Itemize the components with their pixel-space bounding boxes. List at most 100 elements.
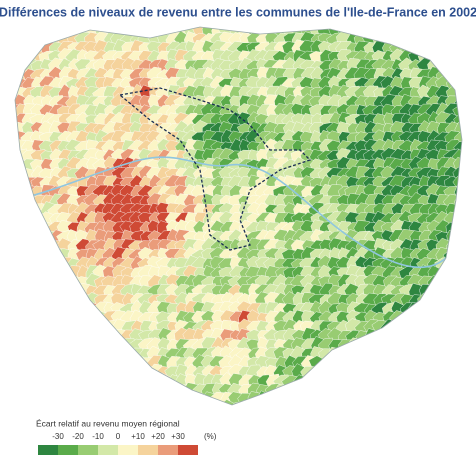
legend-unit: (%) [204, 432, 217, 441]
commune [434, 328, 454, 345]
commune [15, 27, 31, 41]
commune [445, 337, 462, 355]
commune [247, 401, 262, 405]
commune [192, 401, 209, 405]
commune [139, 401, 155, 405]
commune [55, 357, 75, 371]
commune [399, 383, 418, 398]
commune [174, 391, 191, 405]
commune [326, 383, 346, 399]
commune [21, 275, 39, 292]
commune [362, 400, 382, 405]
legend-tick-label: 0 [116, 432, 121, 441]
commune [452, 211, 462, 227]
commune [103, 347, 119, 365]
commune [436, 30, 452, 49]
commune [353, 346, 371, 363]
commune [337, 363, 355, 382]
commune [398, 30, 417, 47]
commune [102, 327, 119, 346]
commune [436, 336, 453, 354]
commune [407, 391, 425, 405]
commune [391, 354, 408, 374]
commune [56, 393, 75, 405]
commune [56, 282, 74, 301]
commune [93, 338, 109, 354]
commune [15, 50, 22, 66]
commune [86, 310, 104, 326]
commune [391, 364, 407, 381]
commune [56, 347, 75, 363]
commune [22, 310, 40, 327]
commune [48, 373, 65, 390]
commune [15, 175, 21, 192]
commune [389, 400, 407, 405]
commune [31, 238, 47, 255]
commune [202, 401, 218, 405]
commune [15, 220, 29, 237]
commune [327, 400, 346, 405]
commune [95, 399, 112, 405]
commune [365, 27, 381, 40]
commune [15, 302, 29, 318]
commune [363, 338, 380, 355]
commune [328, 391, 345, 405]
commune [437, 265, 453, 284]
commune [390, 320, 406, 335]
legend-tick-label: +20 [151, 432, 165, 441]
commune [444, 319, 462, 338]
commune [156, 383, 175, 401]
commune [346, 383, 362, 399]
commune [15, 66, 20, 84]
commune [94, 390, 110, 405]
commune [15, 375, 22, 391]
commune [85, 347, 101, 363]
commune [15, 384, 30, 399]
commune [110, 338, 128, 356]
commune [15, 76, 20, 94]
commune [30, 355, 47, 374]
commune [47, 319, 66, 336]
commune [65, 310, 85, 327]
commune [65, 392, 85, 405]
commune [120, 355, 139, 374]
commune [309, 391, 326, 405]
commune [435, 40, 451, 59]
commune [274, 384, 291, 400]
commune [75, 402, 94, 405]
commune [354, 383, 371, 400]
commune [443, 31, 462, 50]
commune [373, 401, 391, 405]
commune [408, 319, 426, 336]
commune [67, 329, 83, 345]
commune [47, 355, 66, 373]
commune [435, 300, 452, 320]
commune [390, 32, 408, 47]
commune [428, 346, 444, 365]
commune [327, 373, 345, 392]
commune [345, 355, 364, 371]
commune [327, 354, 346, 372]
commune [434, 365, 452, 382]
commune [418, 347, 434, 364]
commune [400, 356, 417, 373]
commune [30, 318, 48, 335]
commune [20, 219, 38, 238]
commune [15, 27, 22, 40]
commune [409, 381, 425, 400]
legend-swatch [58, 445, 78, 455]
commune [30, 221, 49, 237]
commune [23, 248, 38, 264]
communes [15, 27, 462, 405]
commune [76, 303, 93, 318]
commune [428, 401, 445, 405]
commune [408, 355, 427, 372]
commune [15, 264, 20, 283]
commune [445, 365, 462, 381]
commune [416, 392, 435, 405]
commune [15, 292, 31, 309]
commune [130, 372, 146, 391]
commune [437, 400, 452, 405]
commune [389, 336, 409, 355]
commune [445, 284, 461, 299]
